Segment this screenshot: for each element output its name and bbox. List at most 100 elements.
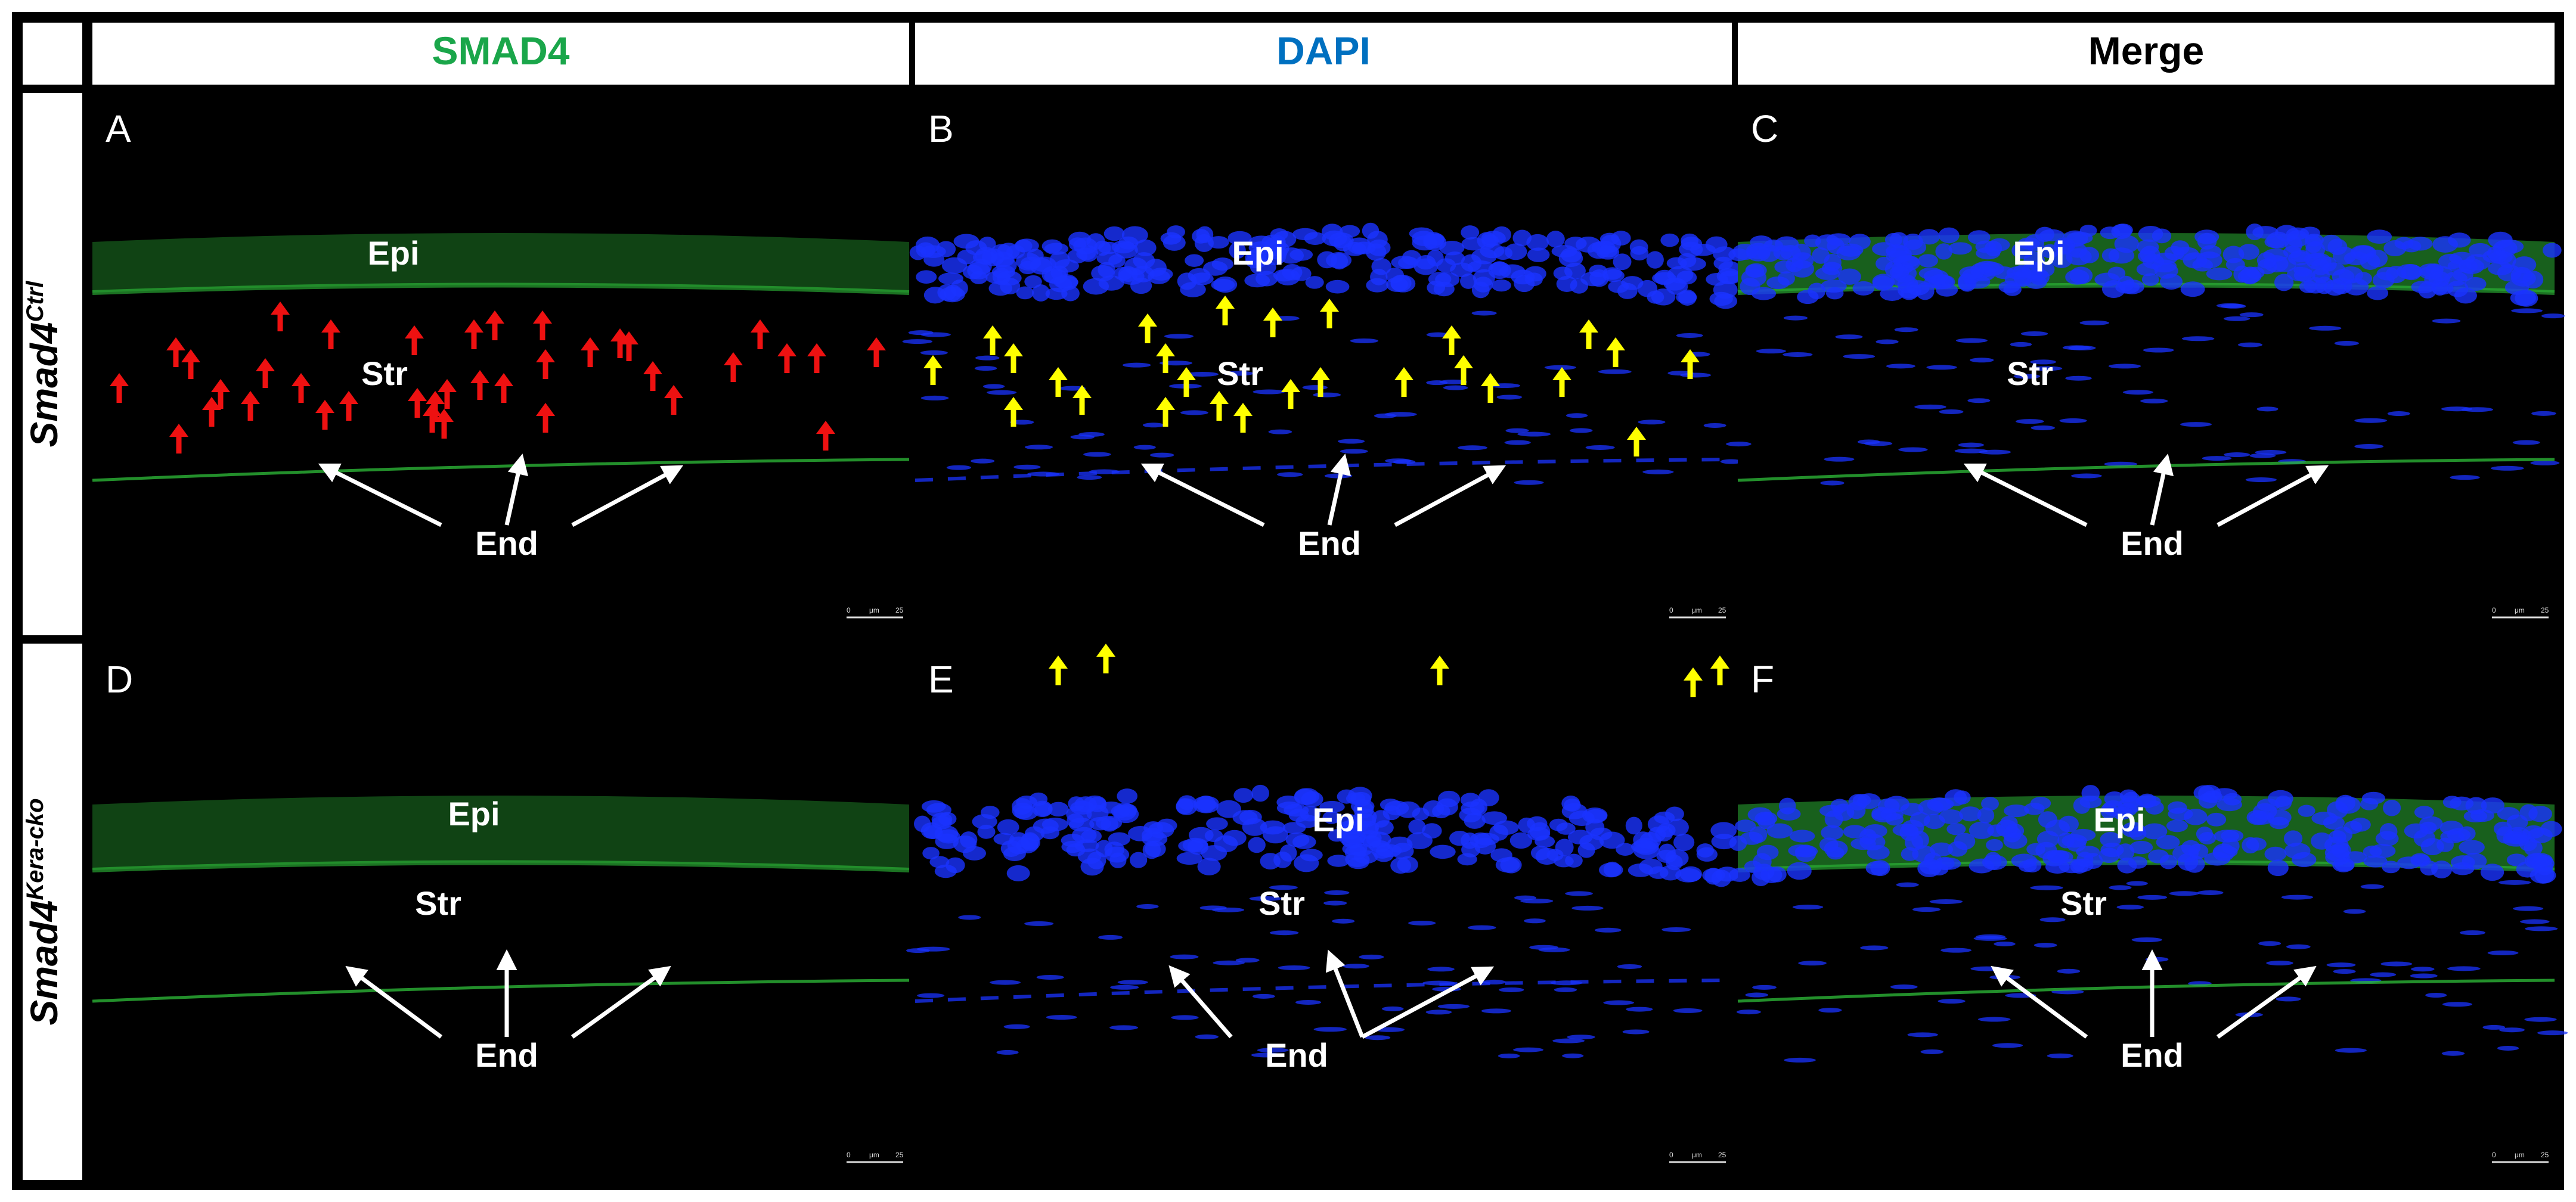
stromal-nucleus [1569,428,1593,433]
epithelial-nucleus [2459,259,2478,274]
stromal-nucleus [2425,993,2447,998]
cell-arrow [1004,397,1023,427]
epithelial-nucleus [1611,231,1631,246]
stromal-nucleus [2224,452,2250,458]
epithelial-nucleus [1929,842,1954,857]
epithelial-nucleus [1749,826,1768,843]
epithelial-nucleus [2286,230,2308,248]
epithelial-nucleus [2129,840,2153,855]
epithelial-nucleus [2447,828,2471,842]
label-str: Str [2007,355,2053,392]
stromal-nucleus [2459,930,2486,936]
epithelial-nucleus [1328,829,1346,842]
epithelial-nucleus [2414,806,2434,819]
panel-a: A Epi Str End 0 μm 25 [92,93,910,635]
stromal-nucleus [2197,890,2224,895]
stromal-nucleus [1926,365,1957,370]
epithelial-nucleus [1526,234,1549,251]
stromal-nucleus [2258,941,2281,946]
stromal-nucleus [1350,338,1378,343]
endothelium-line [92,458,910,482]
stromal-nucleus [2143,347,2174,353]
label-epi: Epi [2093,801,2145,838]
stromal-nucleus [1457,445,1488,451]
stromal-nucleus [1940,948,1971,953]
label-end: End [2121,524,2184,562]
stromal-nucleus [1278,965,1310,970]
stromal-nucleus [975,355,1000,361]
epithelial-nucleus [2332,247,2356,265]
epithelial-nucleus [1729,868,1750,882]
epithelial-nucleus [1735,819,1756,833]
stromal-nucleus [2122,390,2153,395]
stromal-nucleus [1077,475,1102,480]
epithelial-nucleus [2367,229,2392,244]
stromal-nucleus [1517,431,1551,437]
cell-arrow [536,349,555,379]
epithelial-nucleus [1959,806,1982,822]
svg-text:0: 0 [2492,1151,2496,1159]
stromal-nucleus [1505,428,1529,433]
stromal-nucleus [2237,342,2262,347]
cell-arrow [1311,367,1330,397]
column-header-cell [92,23,909,85]
epithelial-nucleus [1492,279,1511,292]
stromal-nucleus [906,948,930,953]
epithelial-nucleus [2101,248,2120,263]
epithelial-nucleus [1946,823,1966,836]
epithelial-nucleus [2323,815,2345,830]
svg-text:μm: μm [2515,1151,2525,1159]
cell-arrow [202,397,221,427]
epithelial-nucleus [2114,235,2139,253]
stromal-nucleus [2020,331,2048,336]
row-label-cell-1 [23,93,82,635]
cell-arrow [1430,656,1449,685]
epithelial-nucleus [2137,239,2159,255]
panel-c: C Epi Str End 0 μm 25 [1726,93,2565,635]
epithelial-nucleus [1197,858,1221,875]
stromal-nucleus [1967,398,1991,403]
epithelial-nucleus [938,812,957,826]
stromal-nucleus [1898,447,1928,452]
stromal-nucleus [1149,452,1174,458]
stromal-nucleus [1186,371,1219,377]
epithelial-nucleus [1000,278,1021,294]
svg-text:25: 25 [2541,1151,2549,1159]
scale-bar: 0 μm 25 [2492,606,2549,619]
epithelial-nucleus [1564,237,1587,250]
cell-arrow [438,379,457,409]
epithelial-nucleus [1368,239,1391,256]
micrograph-background [1738,644,2555,1180]
stromal-nucleus [1703,423,1726,428]
epithelial-nucleus [1024,275,1042,288]
epithelial-nucleus [2459,840,2485,855]
cell-arrow [1684,667,1703,697]
stromal-nucleus [1792,905,1824,910]
epithelial-nucleus [1729,836,1747,851]
epithelial-nucleus [1413,258,1439,275]
end-pointer-arrow [1394,465,1506,527]
epithelial-nucleus [2079,247,2100,263]
epithelial-nucleus [1190,272,1214,285]
stromal-nucleus [1938,999,1966,1004]
epithelial-nucleus [1176,852,1202,865]
cell-arrow [1210,391,1229,421]
epithelial-nucleus [2072,858,2094,872]
stromal-nucleus [1818,1008,1842,1013]
cell-arrow [664,385,683,415]
epithelial-nucleus [2428,271,2450,287]
epithelial-nucleus [2198,784,2221,803]
stromal-nucleus [1798,961,1827,966]
epithelial-nucleus [1509,832,1533,849]
epithelial-nucleus [2100,842,2124,858]
label-epi: Epi [448,795,500,833]
cell-arrow [1627,427,1646,456]
stromal-nucleus [1046,1015,1077,1020]
epithelial-nucleus [2363,855,2388,868]
epithelial-nucleus [1589,265,1607,278]
stromal-nucleus [2380,961,2413,967]
epithelial-nucleus [1959,266,1985,279]
stromal-nucleus [2131,937,2162,943]
stromal-nucleus [1249,896,1282,901]
micrograph-background [915,93,1732,635]
